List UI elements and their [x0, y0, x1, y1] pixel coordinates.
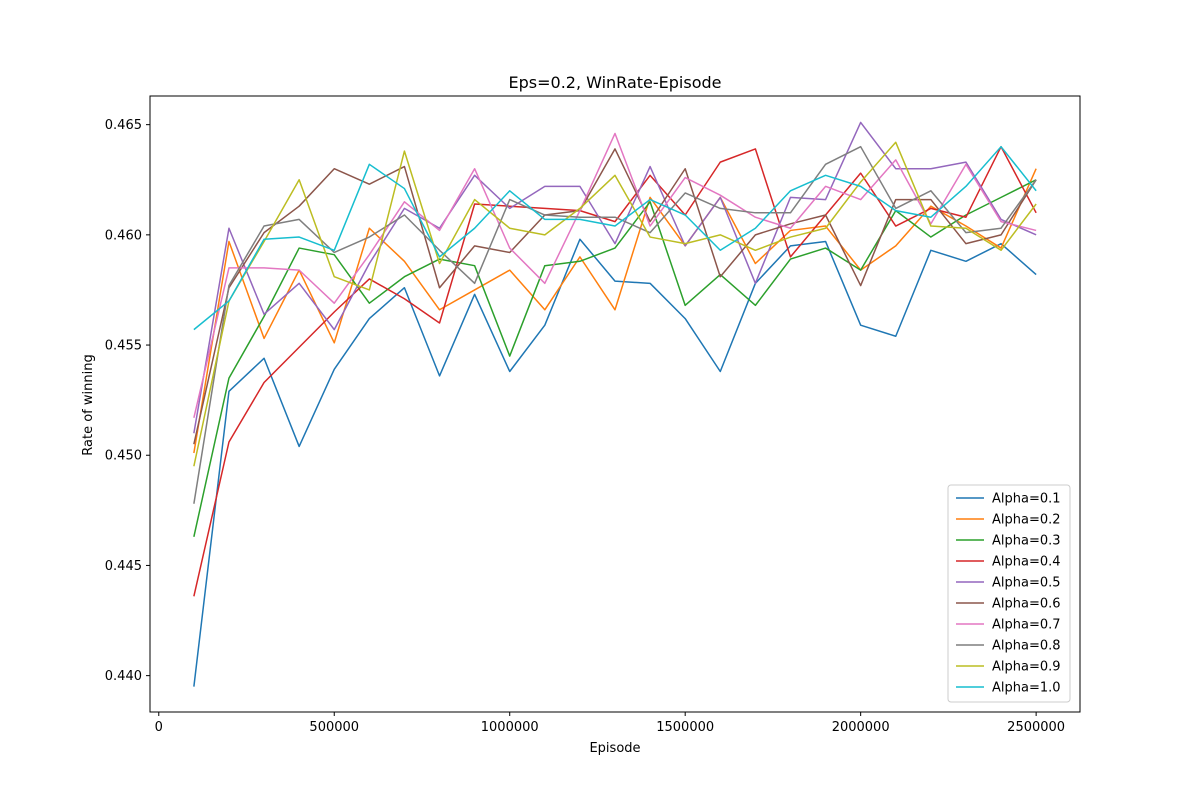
legend-label-alpha-0-8: Alpha=0.8 — [992, 639, 1061, 654]
series-line-alpha-0-9 — [193, 141, 1037, 467]
legend-label-alpha-0-5: Alpha=0.5 — [992, 576, 1061, 591]
y-tick-label: 0.445 — [105, 559, 142, 574]
y-axis-label: Rate of winning — [81, 354, 96, 455]
axes-frame — [149, 95, 1081, 713]
series-line-alpha-0-8 — [193, 145, 1037, 504]
series-line-alpha-0-5 — [193, 121, 1037, 434]
x-tick-label: 2000000 — [832, 720, 890, 735]
x-tick-label: 1500000 — [656, 720, 714, 735]
series-line-alpha-0-4 — [193, 145, 1037, 597]
x-tick-label: 1000000 — [481, 720, 539, 735]
legend-label-alpha-1-0: Alpha=1.0 — [992, 681, 1061, 696]
legend-label-alpha-0-4: Alpha=0.4 — [992, 555, 1061, 570]
axes: 0 500000 1000000 1500000 2000000 2500000 0.440… — [105, 95, 1081, 735]
legend: Alpha=0.1 Alpha=0.2 Alpha=0.3 Alpha=0.4 Alph… — [947, 484, 1071, 703]
legend-label-alpha-0-1: Alpha=0.1 — [992, 492, 1061, 507]
x-tick-label: 0 — [155, 720, 163, 735]
chart-title: Eps=0.2, WinRate-Episode — [509, 73, 722, 92]
legend-label-alpha-0-6: Alpha=0.6 — [992, 597, 1061, 612]
plot-area — [193, 121, 1037, 687]
series-line-alpha-0-2 — [193, 168, 1037, 454]
legend-label-alpha-0-2: Alpha=0.2 — [992, 513, 1061, 528]
legend-label-alpha-0-7: Alpha=0.7 — [992, 618, 1061, 633]
series-line-alpha-0-1 — [193, 238, 1037, 687]
y-tick-label: 0.450 — [105, 449, 142, 464]
x-tick-label: 500000 — [309, 720, 359, 735]
series-line-alpha-1-0 — [193, 145, 1037, 331]
y-tick-label: 0.465 — [105, 118, 142, 133]
x-axis-label: Episode — [589, 741, 640, 756]
legend-label-alpha-0-3: Alpha=0.3 — [992, 534, 1061, 549]
x-tick-label: 2500000 — [1007, 720, 1065, 735]
y-tick-label: 0.455 — [105, 339, 142, 354]
y-tick-label: 0.460 — [105, 228, 142, 243]
y-tick-label: 0.440 — [105, 669, 142, 684]
series-line-alpha-0-6 — [193, 148, 1037, 445]
legend-label-alpha-0-9: Alpha=0.9 — [992, 660, 1061, 675]
series-line-alpha-0-7 — [193, 132, 1037, 418]
